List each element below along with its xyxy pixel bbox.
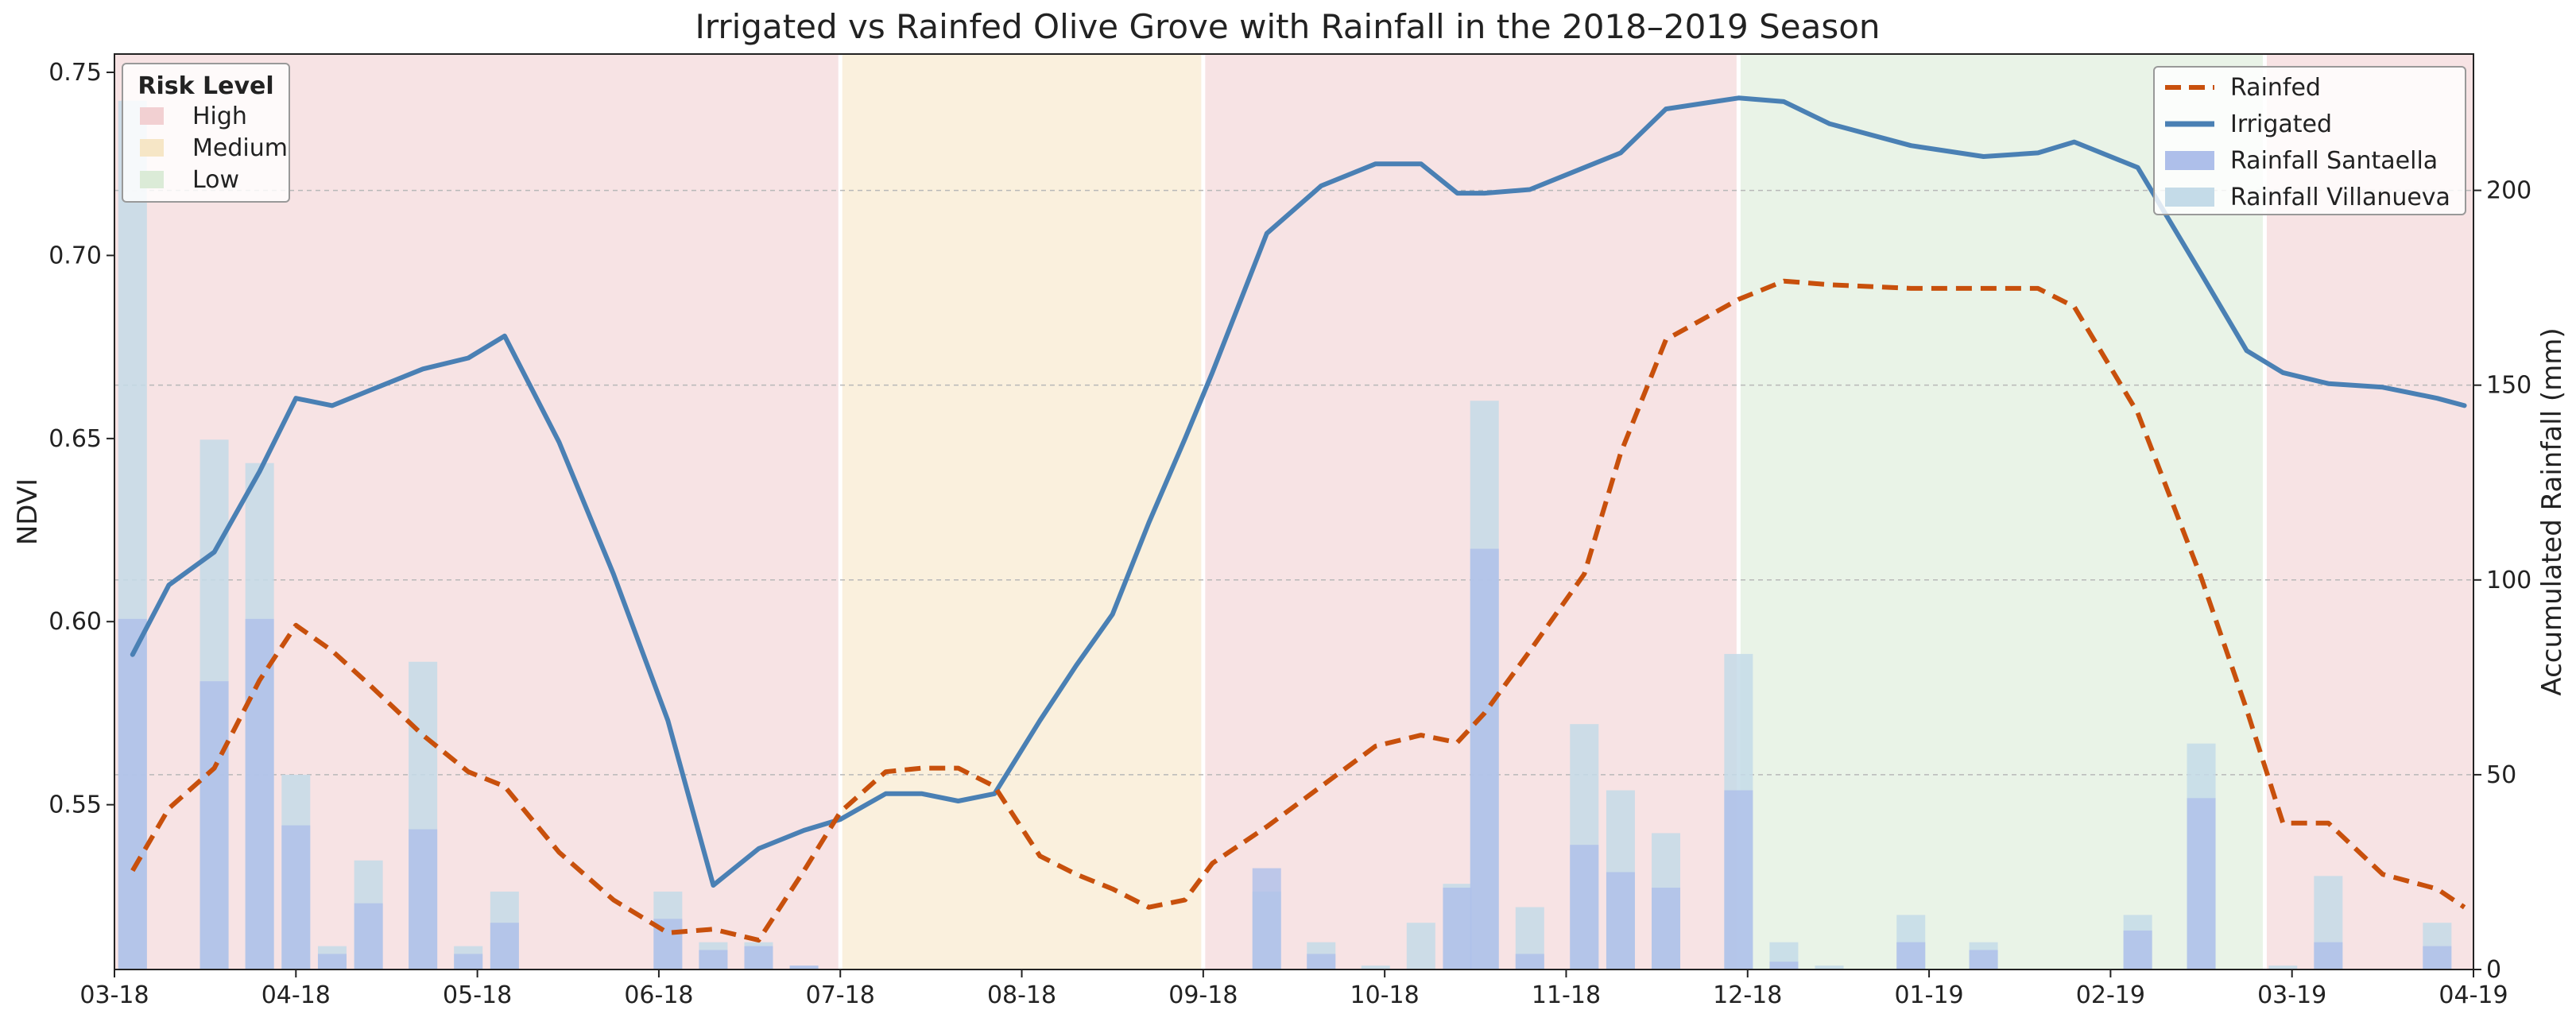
risk-legend: Risk Level High Medium Low xyxy=(122,63,290,203)
bar-santaella xyxy=(744,946,773,969)
risk-legend-swatch xyxy=(140,139,164,157)
bar-santaella xyxy=(1652,888,1681,969)
series-legend-label: Rainfall Villanueva xyxy=(2230,184,2450,211)
risk-bands xyxy=(114,54,2473,969)
risk-legend-label: High xyxy=(192,103,247,130)
bar-santaella xyxy=(281,825,311,969)
x-tick-label: 09-18 xyxy=(1168,981,1238,1009)
bar-villanueva xyxy=(1406,923,1435,969)
y2-tick-label: 200 xyxy=(2486,177,2531,205)
bar-santaella xyxy=(354,903,383,969)
y-tick-label: 0.55 xyxy=(48,791,102,819)
bar-santaella xyxy=(1307,954,1336,969)
risk-legend-title: Risk Level xyxy=(138,72,273,100)
x-tick-label: 12-18 xyxy=(1713,981,1782,1009)
bar-santaella xyxy=(1896,942,1926,969)
y-tick-label: 0.60 xyxy=(48,608,102,636)
bar-santaella xyxy=(1515,954,1544,969)
bar-santaella xyxy=(2314,942,2343,969)
bar-santaella xyxy=(245,618,274,969)
x-tick-label: 11-18 xyxy=(1532,981,1601,1009)
bar-santaella xyxy=(199,681,229,969)
x-tick-label: 10-18 xyxy=(1350,981,1420,1009)
bar-santaella xyxy=(1769,962,1799,969)
legend-swatch-bar xyxy=(2165,188,2214,207)
x-tick-label: 03-19 xyxy=(2257,981,2326,1009)
series-legend-label: Rainfed xyxy=(2230,74,2321,102)
legend-swatch-bar xyxy=(2165,151,2214,170)
series-legend-frame xyxy=(2153,66,2466,215)
y2-tick-label: 50 xyxy=(2486,761,2516,789)
y2-tick-label: 0 xyxy=(2486,956,2501,984)
bar-santaella xyxy=(1470,548,1499,969)
x-tick-label: 06-18 xyxy=(624,981,693,1009)
chart-title: Irrigated vs Rainfed Olive Grove with Ra… xyxy=(695,7,1880,46)
risk-legend-swatch xyxy=(140,171,164,188)
bar-santaella xyxy=(317,954,347,969)
bar-santaella xyxy=(454,954,483,969)
x-tick-label: 04-18 xyxy=(261,981,331,1009)
x-tick-label: 03-18 xyxy=(79,981,149,1009)
risk-band-medium xyxy=(840,54,1203,969)
bar-villanueva xyxy=(1815,966,1844,969)
series-legend-label: Irrigated xyxy=(2230,110,2332,138)
x-tick-label: 05-18 xyxy=(443,981,512,1009)
y2-axis-label: Accumulated Rainfall (mm) xyxy=(2536,327,2568,695)
x-tick-label: 08-18 xyxy=(987,981,1056,1009)
bar-santaella xyxy=(1969,950,1998,969)
bar-villanueva xyxy=(1361,966,1390,969)
x-tick-label: 01-19 xyxy=(1894,981,1963,1009)
bar-santaella xyxy=(789,966,819,969)
axes: 0.55 0.60 0.65 0.70 0.75 0 50 100 150 200 03-18 04-… xyxy=(48,53,2531,1009)
bar-santaella xyxy=(699,950,728,969)
bar-santaella xyxy=(1570,845,1599,969)
risk-legend-label: Low xyxy=(192,166,239,194)
y-tick-label: 0.70 xyxy=(48,242,102,269)
y-tick-label: 0.65 xyxy=(48,425,102,453)
bar-santaella xyxy=(1606,872,1635,969)
series-legend-label: Rainfall Santaella xyxy=(2230,147,2438,175)
bar-santaella xyxy=(118,618,147,969)
x-tick-label: 02-19 xyxy=(2076,981,2145,1009)
bar-santaella xyxy=(2423,946,2452,969)
bar-santaella xyxy=(2187,798,2216,969)
y-tick-label: 0.75 xyxy=(48,59,102,87)
risk-legend-label: Medium xyxy=(192,134,288,162)
bar-santaella xyxy=(409,829,438,969)
y-axis-label: NDVI xyxy=(12,478,44,545)
y2-tick-label: 100 xyxy=(2486,567,2531,594)
bar-villanueva xyxy=(2268,966,2298,969)
rainfed-line xyxy=(130,278,2466,943)
risk-legend-frame xyxy=(122,63,290,203)
bar-santaella xyxy=(1443,888,1472,969)
risk-legend-swatch xyxy=(140,107,164,125)
rainfall-bars xyxy=(118,100,2452,969)
bar-santaella xyxy=(1724,790,1753,969)
bar-santaella xyxy=(2123,930,2152,969)
x-tick-label: 07-18 xyxy=(806,981,875,1009)
ndvi-lines xyxy=(130,95,2467,943)
x-tick-label: 04-19 xyxy=(2438,981,2508,1009)
bar-santaella xyxy=(490,923,519,969)
y2-tick-label: 150 xyxy=(2486,372,2531,400)
irrigated-line xyxy=(130,95,2467,888)
series-legend: Rainfed Irrigated Rainfall Santaella Rainfa… xyxy=(2153,66,2466,215)
bar-santaella xyxy=(1252,868,1281,969)
plot-frame xyxy=(114,53,2474,970)
